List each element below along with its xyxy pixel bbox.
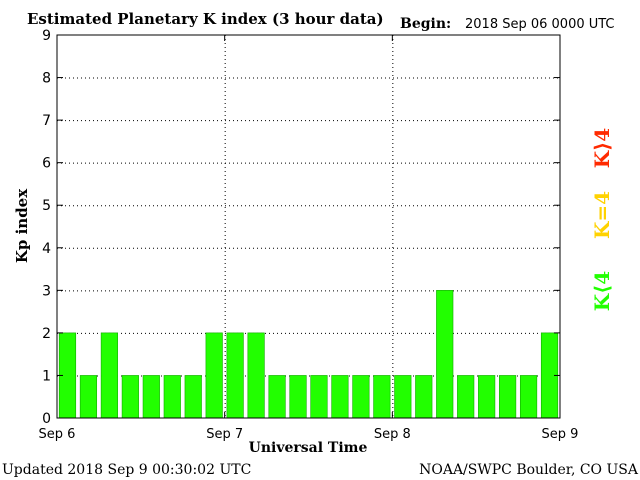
y-tick-label: 0 bbox=[42, 411, 51, 427]
kp-bar bbox=[374, 375, 391, 418]
kp-bar bbox=[143, 375, 160, 418]
y-axis-label: Kp index bbox=[13, 188, 31, 263]
kp-bar bbox=[311, 375, 328, 418]
legend-k-below-4: K⟨4 bbox=[590, 271, 614, 312]
kp-bar bbox=[478, 375, 495, 418]
kp-bar bbox=[248, 333, 265, 418]
x-axis-label: Universal Time bbox=[249, 440, 368, 456]
begin-label: Begin: bbox=[400, 16, 451, 32]
kp-bar bbox=[499, 375, 516, 418]
kp-bar bbox=[395, 375, 412, 418]
kp-bar bbox=[206, 333, 223, 418]
x-tick-label: Sep 6 bbox=[39, 427, 76, 442]
kp-bar bbox=[290, 375, 307, 418]
data-source: NOAA/SWPC Boulder, CO USA bbox=[419, 462, 639, 478]
y-tick-label: 7 bbox=[42, 113, 51, 129]
x-tick-label: Sep 8 bbox=[374, 427, 411, 442]
y-tick-label: 1 bbox=[42, 368, 51, 384]
kp-bar bbox=[164, 375, 181, 418]
chart-title: Estimated Planetary K index (3 hour data… bbox=[27, 10, 384, 28]
y-tick-label: 6 bbox=[42, 156, 51, 172]
kp-bar bbox=[415, 375, 432, 418]
updated-timestamp: Updated 2018 Sep 9 00:30:02 UTC bbox=[2, 462, 251, 478]
kp-bar bbox=[227, 333, 244, 418]
kp-bar bbox=[101, 333, 118, 418]
kp-bar bbox=[80, 375, 97, 418]
x-tick-label: Sep 7 bbox=[206, 427, 243, 442]
y-tick-label: 4 bbox=[42, 241, 51, 257]
kp-bar bbox=[122, 375, 139, 418]
legend-k-above-4: K⟩4 bbox=[590, 128, 614, 169]
y-tick-label: 3 bbox=[42, 283, 51, 299]
kp-bar bbox=[353, 375, 370, 418]
y-tick-label: 2 bbox=[42, 326, 51, 342]
begin-value: 2018 Sep 06 0000 UTC bbox=[465, 17, 615, 32]
kp-bar bbox=[457, 375, 474, 418]
kp-bar bbox=[332, 375, 349, 418]
y-tick-label: 5 bbox=[42, 198, 51, 214]
legend-k-equal-4: K=4 bbox=[590, 191, 614, 239]
y-tick-label: 8 bbox=[42, 71, 51, 87]
kp-bar bbox=[185, 375, 202, 418]
kp-bar bbox=[269, 375, 286, 418]
x-tick-label: Sep 9 bbox=[542, 427, 579, 442]
kp-bar bbox=[520, 375, 537, 418]
kp-bar bbox=[436, 290, 453, 418]
y-tick-label: 9 bbox=[42, 28, 51, 44]
